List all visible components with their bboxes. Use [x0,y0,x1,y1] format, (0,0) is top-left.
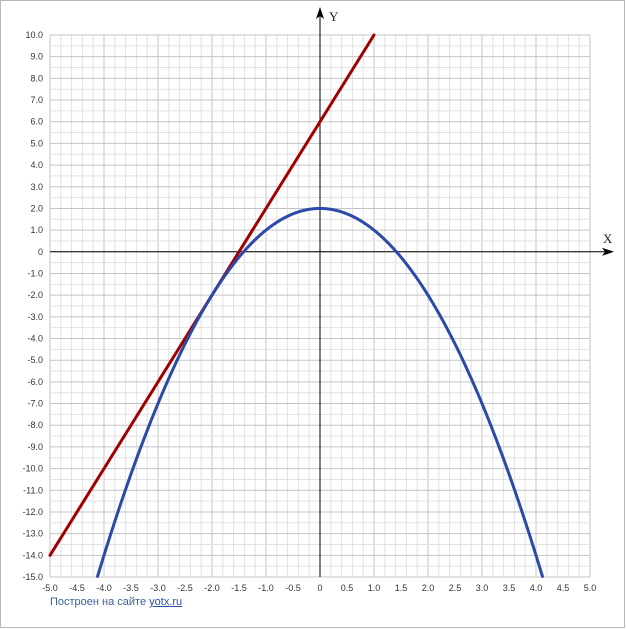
x-tick-label: 0 [317,583,322,593]
y-tick-label: 10.0 [25,30,43,40]
y-axis-label: Y [329,9,339,24]
x-tick-label: 4.5 [557,583,570,593]
y-tick-label: 4.0 [30,160,43,170]
y-tick-label: 0 [38,247,43,257]
footer-credit: Построен на сайте yotx.ru [50,596,182,608]
y-axis-arrow [316,7,324,19]
footer-text: Построен на сайте [50,596,147,608]
x-tick-label: 5.0 [584,583,597,593]
y-tick-label: 6.0 [30,117,43,127]
y-tick-label: -3.0 [27,312,43,322]
x-tick-label: 3.5 [503,583,516,593]
series-lines [48,33,544,578]
y-tick-label: 5.0 [30,138,43,148]
y-tick-label: 7.0 [30,95,43,105]
y-tick-label: -11.0 [23,485,43,495]
y-tick-label: 2.0 [30,203,43,213]
x-tick-label: -0.5 [285,583,301,593]
x-tick-label: 1.5 [395,583,408,593]
y-tick-label: -5.0 [27,355,43,365]
x-tick-label: 2.0 [422,583,435,593]
axes [50,7,614,577]
x-tick-label: 2.5 [449,583,462,593]
grid [49,34,591,578]
y-tick-label: 9.0 [30,52,43,62]
y-tick-label: -4.0 [27,334,43,344]
y-tick-label: 3.0 [30,182,43,192]
x-tick-label: 4.0 [530,583,543,593]
y-tick-label: -1.0 [27,268,43,278]
x-tick-label: -3.0 [150,583,166,593]
x-tick-label: -1.5 [231,583,247,593]
series-curve-blue [96,206,544,578]
x-tick-label: -5.0 [42,583,58,593]
y-tick-label: -15.0 [22,572,43,582]
x-tick-label: -4.0 [96,583,112,593]
y-tick-label: -8.0 [27,420,43,430]
footer-link[interactable]: yotx.ru [149,596,183,608]
x-tick-label: -2.5 [177,583,193,593]
x-tick-label: 1.0 [368,583,381,593]
y-tick-label: -14.0 [22,550,43,560]
y-tick-label: -10.0 [22,464,43,474]
y-tick-label: -6.0 [27,377,43,387]
x-tick-labels: -5.0 -4.5 -4.0 -3.5 -3.0 -2.5 -2.0 -1.5 -1.0 -0.5… [42,583,596,593]
x-tick-label: -4.5 [69,583,85,593]
y-tick-label: 8.0 [30,73,43,83]
y-tick-label: -13.0 [22,529,43,539]
y-tick-label: -2.0 [27,290,43,300]
y-tick-label: 1.0 [30,225,43,235]
x-tick-label: -2.0 [204,583,220,593]
x-tick-label: 3.0 [476,583,489,593]
x-tick-label: -1.0 [258,583,274,593]
y-tick-label: -12.0 [22,507,43,517]
x-tick-label: -3.5 [123,583,139,593]
x-axis-arrow [602,247,614,256]
y-tick-labels: 10.0 9.0 8.0 7.0 6.0 5.0 4.0 3.0 2.0 1.0 0 -1.0 -2.0… [22,30,43,582]
x-tick-label: 0.5 [341,583,354,593]
y-tick-label: -7.0 [27,399,43,409]
x-axis-label: X [603,231,613,246]
y-tick-label: -9.0 [27,442,43,452]
